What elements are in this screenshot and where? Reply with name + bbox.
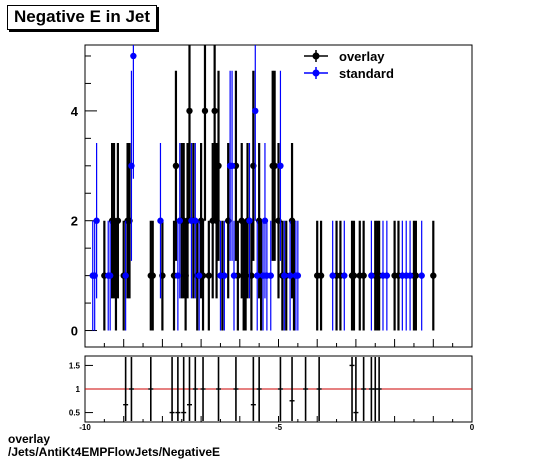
data-point	[106, 272, 114, 279]
data-point	[211, 107, 218, 115]
data-point	[430, 272, 437, 279]
data-point	[201, 107, 209, 115]
data-point	[157, 217, 164, 224]
data-point	[286, 272, 294, 279]
data-point	[267, 272, 274, 279]
ratio-x-tick-label: -10	[79, 423, 91, 432]
y-tick-label: 0	[71, 324, 78, 339]
y-tick-label: 4	[71, 104, 79, 119]
data-point	[294, 272, 302, 279]
ratio-y-tick-label: 0.5	[69, 409, 81, 418]
data-point	[368, 272, 375, 279]
data-point	[228, 162, 236, 169]
data-point	[149, 272, 156, 279]
ratio-x-tick-label: 0	[470, 423, 475, 432]
legend-label: standard	[339, 66, 394, 81]
data-point	[246, 217, 253, 224]
data-point	[130, 52, 137, 60]
legend-marker	[312, 52, 320, 60]
footer-label: overlay	[8, 432, 51, 446]
data-point	[271, 162, 278, 169]
y-tick-label: 2	[71, 214, 78, 229]
data-point	[329, 272, 336, 279]
data-point	[122, 272, 129, 279]
legend-marker	[312, 69, 320, 77]
data-point	[176, 217, 184, 224]
chart-title: Negative E in Jet	[7, 5, 158, 30]
series-overlay	[101, 45, 437, 331]
ratio-x-tick-label: -5	[275, 423, 283, 432]
footer-path: /Jets/AntiKt4EMPFlowJets/NegativeE	[8, 445, 221, 459]
data-point	[172, 162, 180, 169]
data-point	[383, 272, 391, 279]
data-point	[186, 107, 193, 115]
data-point	[192, 217, 199, 224]
data-point	[360, 272, 367, 279]
data-point	[221, 272, 228, 279]
data-point	[195, 272, 203, 279]
ratio-y-tick-label: 1	[76, 385, 81, 394]
legend: overlay standard	[304, 49, 394, 81]
data-point	[254, 272, 261, 279]
ratio-y-tick-label: 1.5	[69, 361, 81, 370]
main-axes: 0 2 4	[71, 55, 473, 347]
series-standard	[89, 45, 425, 331]
data-point	[317, 272, 325, 279]
data-point	[252, 107, 259, 115]
footer-caption: overlay /Jets/AntiKt4EMPFlowJets/Negativ…	[8, 433, 220, 459]
data-point	[281, 272, 288, 279]
data-point	[406, 272, 414, 279]
data-point	[93, 217, 100, 224]
data-point	[114, 217, 122, 224]
ratio-axes: 0.5 1 1.5 -10 -5 0	[69, 361, 475, 432]
data-point	[230, 272, 238, 279]
legend-label: overlay	[339, 49, 385, 64]
data-point	[215, 162, 222, 169]
data-point	[418, 272, 425, 279]
data-point	[350, 272, 358, 279]
data-point	[205, 272, 213, 279]
main-series	[89, 45, 437, 331]
data-point	[341, 272, 348, 279]
ratio-series	[123, 357, 382, 421]
data-point	[277, 162, 284, 169]
data-point	[412, 272, 420, 279]
